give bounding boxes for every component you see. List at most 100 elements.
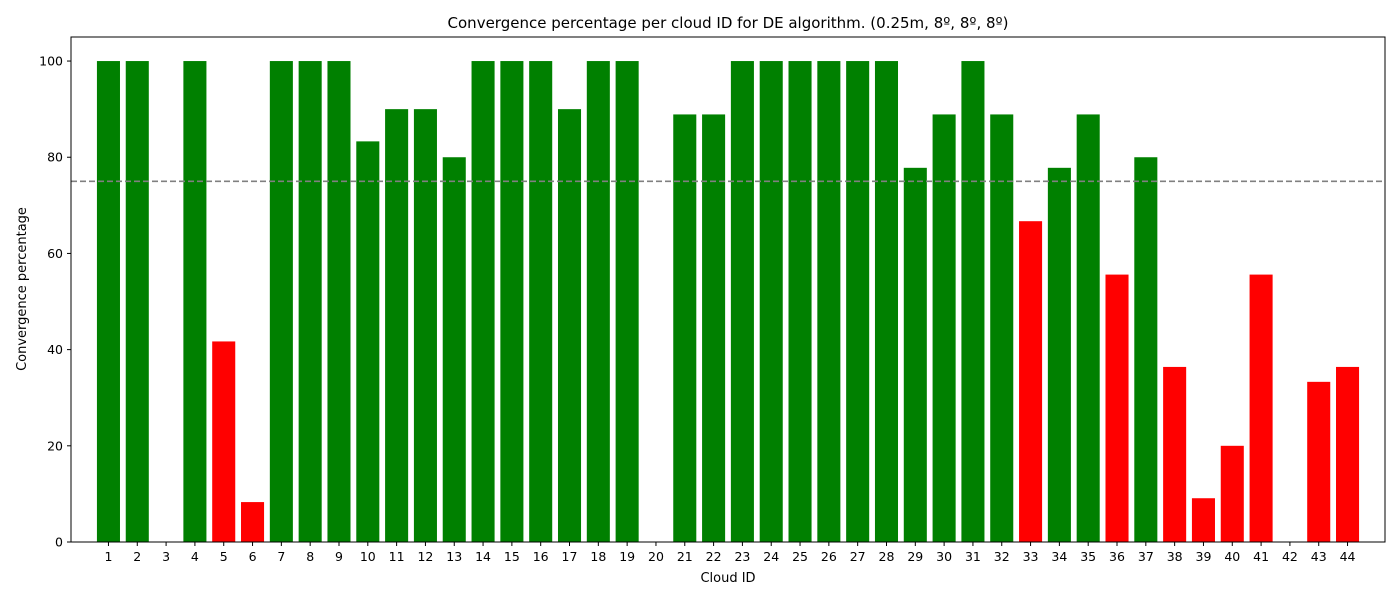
plot-frame [70, 36, 1386, 543]
bar-cloud-10 [356, 141, 380, 542]
x-tick-label: 27 [850, 549, 866, 564]
x-tick-label: 35 [1080, 549, 1096, 564]
x-tick-label: 12 [417, 549, 433, 564]
x-tick-label: 41 [1253, 549, 1269, 564]
y-tick-label: 60 [47, 246, 63, 261]
x-tick-label: 6 [249, 549, 257, 564]
x-tick-label: 43 [1311, 549, 1327, 564]
x-tick-label: 21 [677, 549, 693, 564]
x-tick-label: 8 [306, 549, 314, 564]
bar-cloud-16 [529, 61, 553, 543]
x-tick-label: 18 [590, 549, 606, 564]
bar-cloud-24 [759, 61, 783, 543]
bar-cloud-26 [817, 61, 841, 543]
x-tick-label: 4 [191, 549, 199, 564]
bar-cloud-41 [1249, 274, 1273, 542]
bar-cloud-40 [1220, 445, 1244, 542]
x-tick-label: 2 [133, 549, 141, 564]
x-tick-label: 34 [1051, 549, 1067, 564]
x-tick-label: 30 [936, 549, 952, 564]
x-tick-label: 17 [562, 549, 578, 564]
x-tick-label: 20 [648, 549, 664, 564]
bar-cloud-34 [1047, 167, 1071, 542]
x-tick-label: 14 [475, 549, 491, 564]
bar-cloud-31 [961, 61, 985, 543]
bars-layer [96, 61, 1360, 543]
x-tick-label: 1 [104, 549, 112, 564]
x-tick-label: 33 [1023, 549, 1039, 564]
bar-cloud-19 [615, 61, 639, 543]
x-tick-label: 37 [1138, 549, 1154, 564]
x-tick-label: 3 [162, 549, 170, 564]
y-tick-label: 40 [47, 342, 63, 357]
bar-cloud-28 [874, 61, 899, 543]
bar-cloud-4 [183, 61, 207, 543]
x-tick-label: 5 [220, 549, 228, 564]
bar-cloud-33 [1019, 221, 1043, 542]
x-tick-label: 25 [792, 549, 808, 564]
chart-title: Convergence percentage per cloud ID for … [448, 14, 1009, 32]
bar-cloud-5 [212, 341, 236, 542]
bar-cloud-1 [96, 61, 120, 543]
x-tick-label: 32 [994, 549, 1010, 564]
bar-cloud-13 [442, 157, 466, 543]
y-tick-label: 20 [47, 438, 63, 453]
y-axis-label: Convergence percentage [15, 207, 30, 371]
x-tick-label: 11 [389, 549, 405, 564]
bar-cloud-11 [385, 109, 409, 542]
axes-layer [70, 36, 1386, 543]
x-tick-label: 44 [1340, 549, 1356, 564]
x-tick-label: 24 [763, 549, 779, 564]
x-tick-label: 26 [821, 549, 837, 564]
bar-cloud-12 [413, 109, 437, 542]
bar-cloud-39 [1191, 498, 1215, 542]
bar-cloud-30 [932, 114, 956, 543]
x-tick-label: 19 [619, 549, 635, 564]
bar-cloud-8 [298, 61, 322, 543]
x-axis-label: Cloud ID [700, 571, 755, 586]
x-tick-label: 28 [879, 549, 895, 564]
x-tick-label: 7 [277, 549, 285, 564]
x-tick-label: 40 [1224, 549, 1240, 564]
bar-cloud-7 [269, 61, 293, 543]
x-tick-label: 9 [335, 549, 343, 564]
bar-cloud-32 [990, 114, 1014, 543]
bar-cloud-6 [241, 502, 265, 542]
x-tick-label: 42 [1282, 549, 1298, 564]
x-tick-label: 36 [1109, 549, 1125, 564]
x-tick-label: 29 [907, 549, 923, 564]
bar-cloud-22 [702, 114, 726, 543]
bar-cloud-35 [1076, 114, 1100, 543]
bar-cloud-43 [1307, 381, 1331, 542]
y-tick-label: 80 [47, 150, 63, 165]
y-tick-label: 0 [55, 535, 63, 550]
bar-cloud-29 [903, 167, 927, 542]
bar-cloud-9 [327, 61, 351, 543]
bar-cloud-36 [1105, 274, 1129, 542]
bar-cloud-17 [557, 109, 582, 542]
bar-cloud-38 [1163, 366, 1187, 542]
x-tick-label: 38 [1167, 549, 1183, 564]
bar-cloud-2 [125, 61, 149, 543]
bar-cloud-15 [500, 61, 524, 543]
x-tick-label: 10 [360, 549, 376, 564]
x-tick-label: 22 [706, 549, 722, 564]
bar-cloud-23 [730, 61, 754, 543]
bar-cloud-18 [586, 61, 610, 543]
x-tick-label: 15 [504, 549, 520, 564]
x-tick-label: 31 [965, 549, 981, 564]
x-tick-label: 23 [734, 549, 750, 564]
bar-cloud-44 [1336, 366, 1360, 542]
bar-cloud-25 [788, 61, 812, 543]
x-tick-label: 16 [533, 549, 549, 564]
x-tick-label: 13 [446, 549, 462, 564]
bar-cloud-21 [673, 114, 697, 543]
y-tick-label: 100 [39, 54, 63, 69]
bar-cloud-14 [471, 61, 495, 543]
bar-cloud-37 [1134, 157, 1158, 543]
x-tick-label: 39 [1196, 549, 1212, 564]
bar-cloud-27 [846, 61, 870, 543]
